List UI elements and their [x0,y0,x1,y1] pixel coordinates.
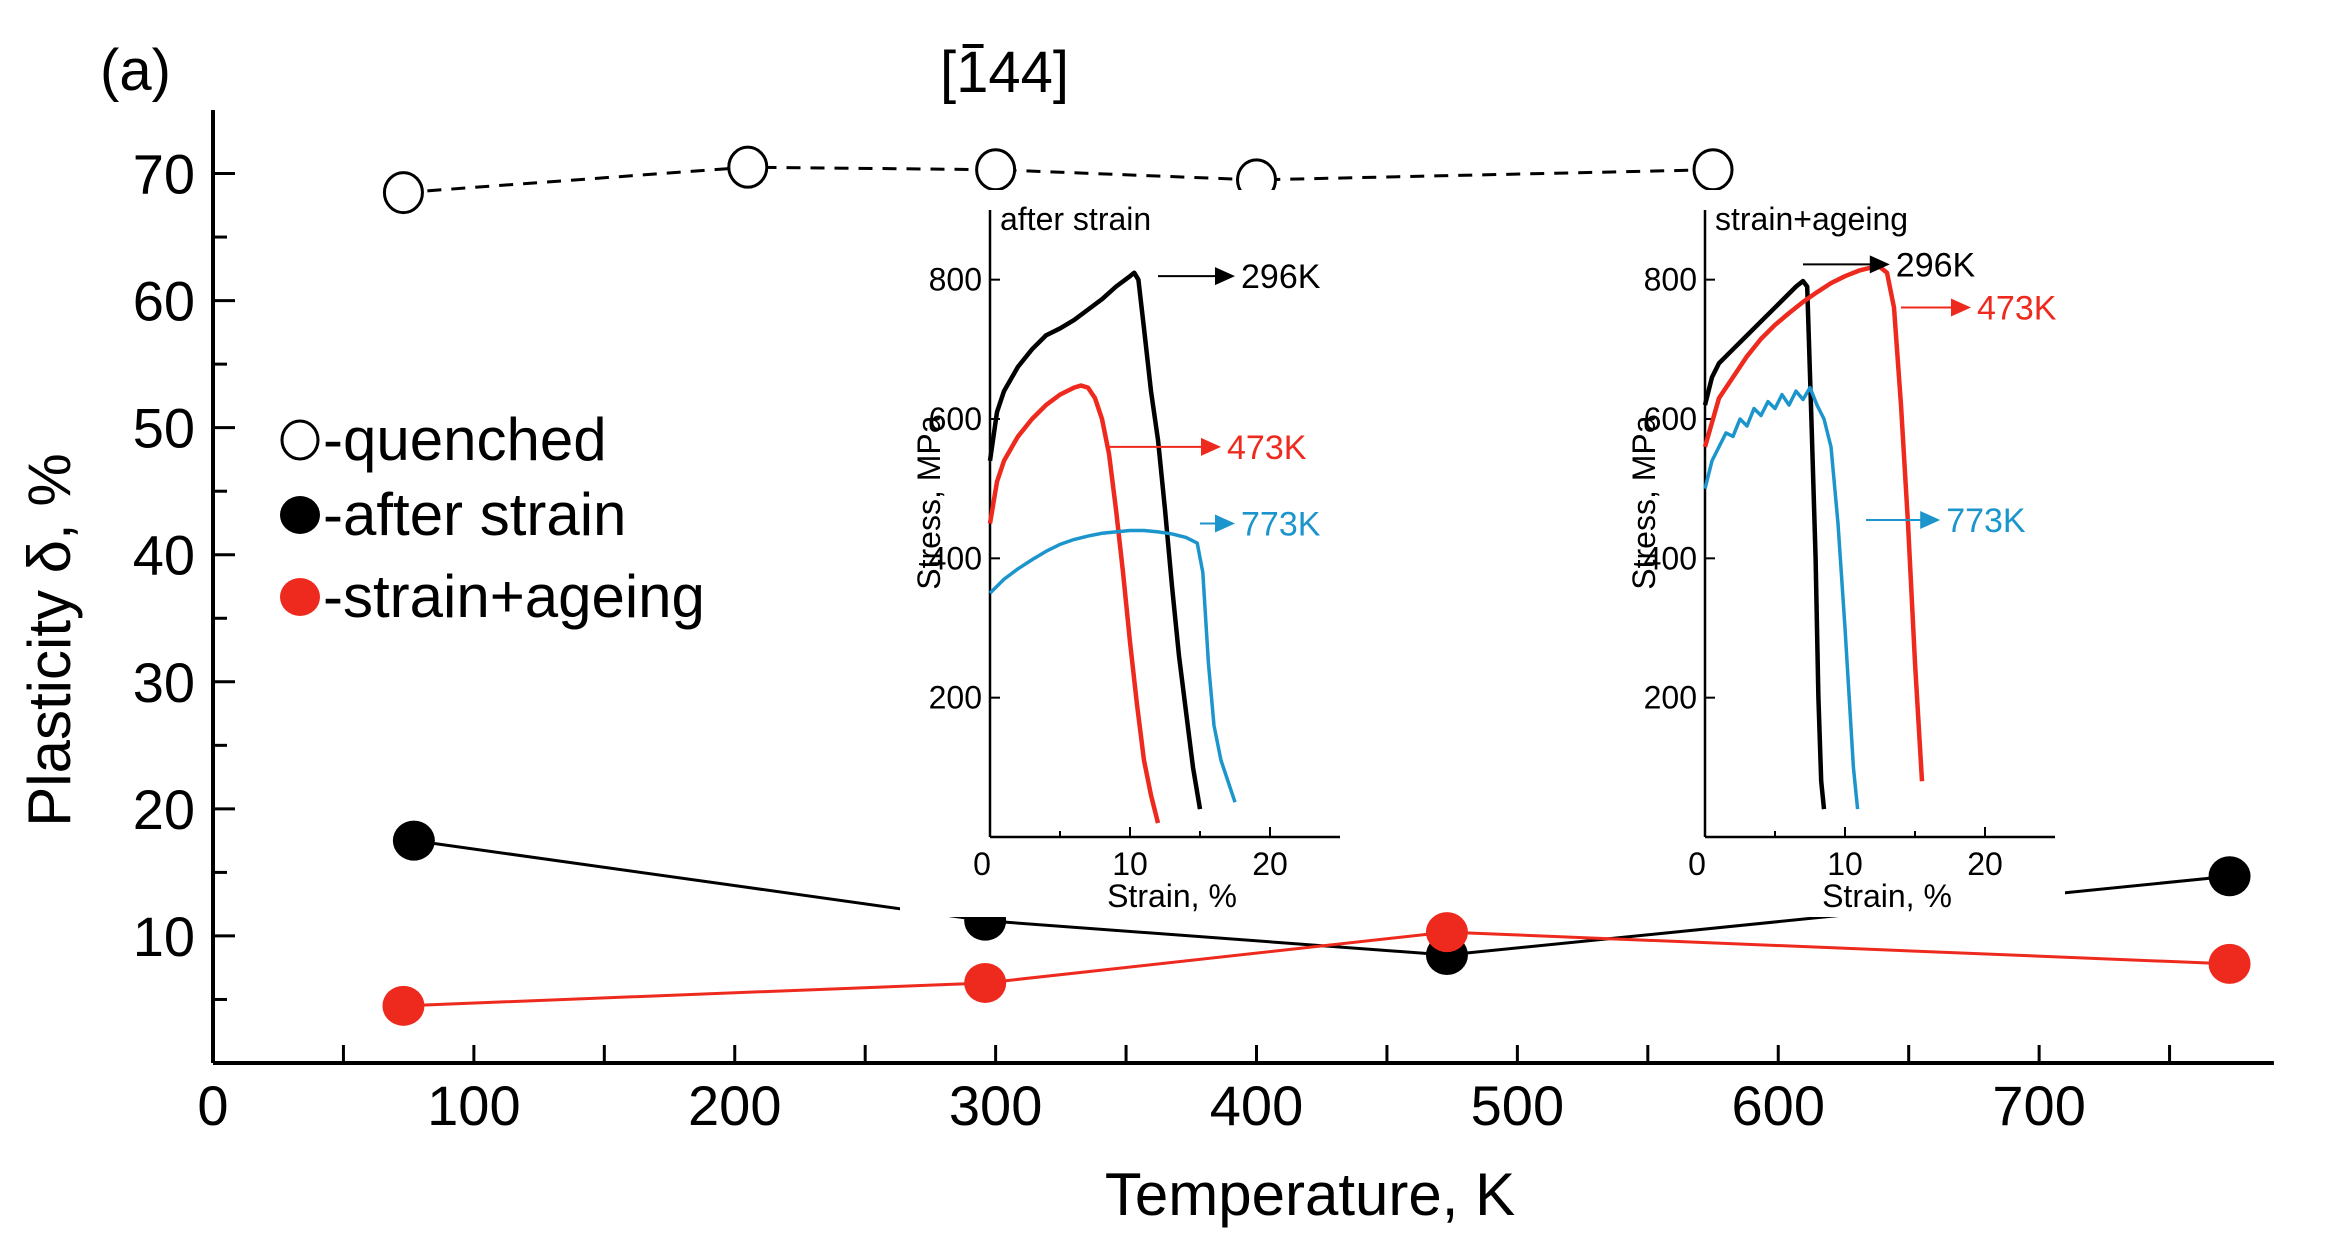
inset-y-tick-label: 200 [929,680,982,716]
data-point-strain-ageing [382,985,425,1026]
inset-y-tick-label: 200 [1644,680,1697,716]
legend-marker-strain_ageing [280,578,320,616]
inset-annotation-arrowhead [1951,298,1971,317]
inset-title: strain+ageing [1715,201,1908,237]
panel-label: (a) [100,38,171,103]
inset-curve-473K [1702,264,1925,782]
inset-annotation-label: 773K [1241,506,1321,544]
inset-after-strain: 0 10 20 200 400 600 800 Strain, % Stress, MPa aft… [900,190,1350,917]
inset-y-axis-title: Stress, MPa [911,415,947,589]
inset-x-tick-label: 20 [1252,846,1288,882]
data-point-after-strain [2208,856,2251,897]
inset-title: after strain [1000,201,1151,237]
x-tick-label: 700 [1992,1074,2085,1137]
legend-label-strain_ageing: -strain+ageing [323,563,705,630]
x-tick-label: 400 [1210,1074,1303,1137]
orientation-label: [144] [940,40,1069,105]
inset-x-tick-label: 0 [1688,846,1706,882]
x-tick-label: 300 [949,1074,1042,1137]
y-tick-label: 60 [133,270,195,333]
inset-curve-296K [1702,278,1827,810]
inset-curve-473K [987,383,1161,824]
legend-label-quenched: -quenched [323,406,607,473]
inset-y-tick-label: 600 [1644,401,1697,437]
x-tick-label: 500 [1471,1074,1564,1137]
inset-annotation-arrowhead [1215,514,1235,533]
inset-annotation-label: 473K [1227,429,1307,467]
y-tick-label: 70 [133,143,195,206]
series-line-quenched [403,165,1714,195]
inset-y-tick-label: 400 [929,540,982,576]
inset-x-tick-label: 10 [1112,846,1148,882]
data-point-quenched [727,145,769,189]
inset-annotation-label: 473K [1977,290,2057,328]
y-tick-label: 20 [133,778,195,841]
data-point-quenched [1692,148,1734,192]
inset-curve-773K [1703,385,1860,810]
y-tick-label: 30 [133,651,195,714]
y-axis-title: Plasticity δ, % [16,453,83,826]
inset-background [900,190,1350,917]
inset-x-axis-title: Strain, % [1107,878,1237,914]
inset-annotation-arrowhead [1869,255,1890,274]
y-tick-label: 10 [133,905,195,968]
legend-label-after_strain: -after strain [323,481,626,548]
inset-annotation-label: 773K [1946,502,2026,540]
legend-marker-quenched [280,419,320,461]
legend: -quenched -after strain -strain+ageing [280,406,705,630]
inset-curve-296K [987,270,1203,810]
data-point-quenched [382,171,424,215]
inset-x-axis-title: Strain, % [1822,878,1952,914]
inset-y-tick-label: 600 [929,401,982,437]
inset-annotation-label: 296K [1896,246,1976,284]
main-chart: 0 100 200 300 400 500 600 70010203040506070Temp… [16,110,2274,1228]
data-point-strain-ageing [964,962,1007,1003]
data-point-after-strain [392,820,435,861]
x-tick-label: 0 [197,1074,228,1137]
inset-annotation-arrowhead [1215,267,1235,286]
x-axis-title: Temperature, K [1105,1161,1515,1228]
y-tick-label: 40 [133,524,195,587]
x-tick-label: 600 [1732,1074,1825,1137]
legend-marker-after_strain [280,496,320,534]
inset-y-tick-label: 800 [929,262,982,298]
inset-x-tick-label: 10 [1827,846,1863,882]
series-line-strain-ageing [403,930,2230,1008]
x-tick-label: 200 [688,1074,781,1137]
inset-x-tick-label: 0 [973,846,991,882]
inset-annotation-arrowhead [1920,511,1941,530]
data-point-strain-ageing [1425,912,1468,953]
inset-annotation-arrowhead [1201,437,1221,456]
inset-y-tick-label: 800 [1644,262,1697,298]
inset-annotation-label: 296K [1241,258,1321,296]
data-point-strain-ageing [2208,943,2251,984]
x-tick-label: 100 [427,1074,520,1137]
inset-y-tick-label: 400 [1644,540,1697,576]
inset-y-axis-title: Stress, MPa [1626,415,1662,589]
inset-x-tick-label: 20 [1967,846,2003,882]
inset-curve-773K [988,528,1237,803]
y-tick-label: 50 [133,397,195,460]
data-point-quenched [975,148,1017,192]
inset-strain-ageing: 0 10 20 200 400 600 800 Strain, % Stress, MPa str… [1615,190,2065,917]
